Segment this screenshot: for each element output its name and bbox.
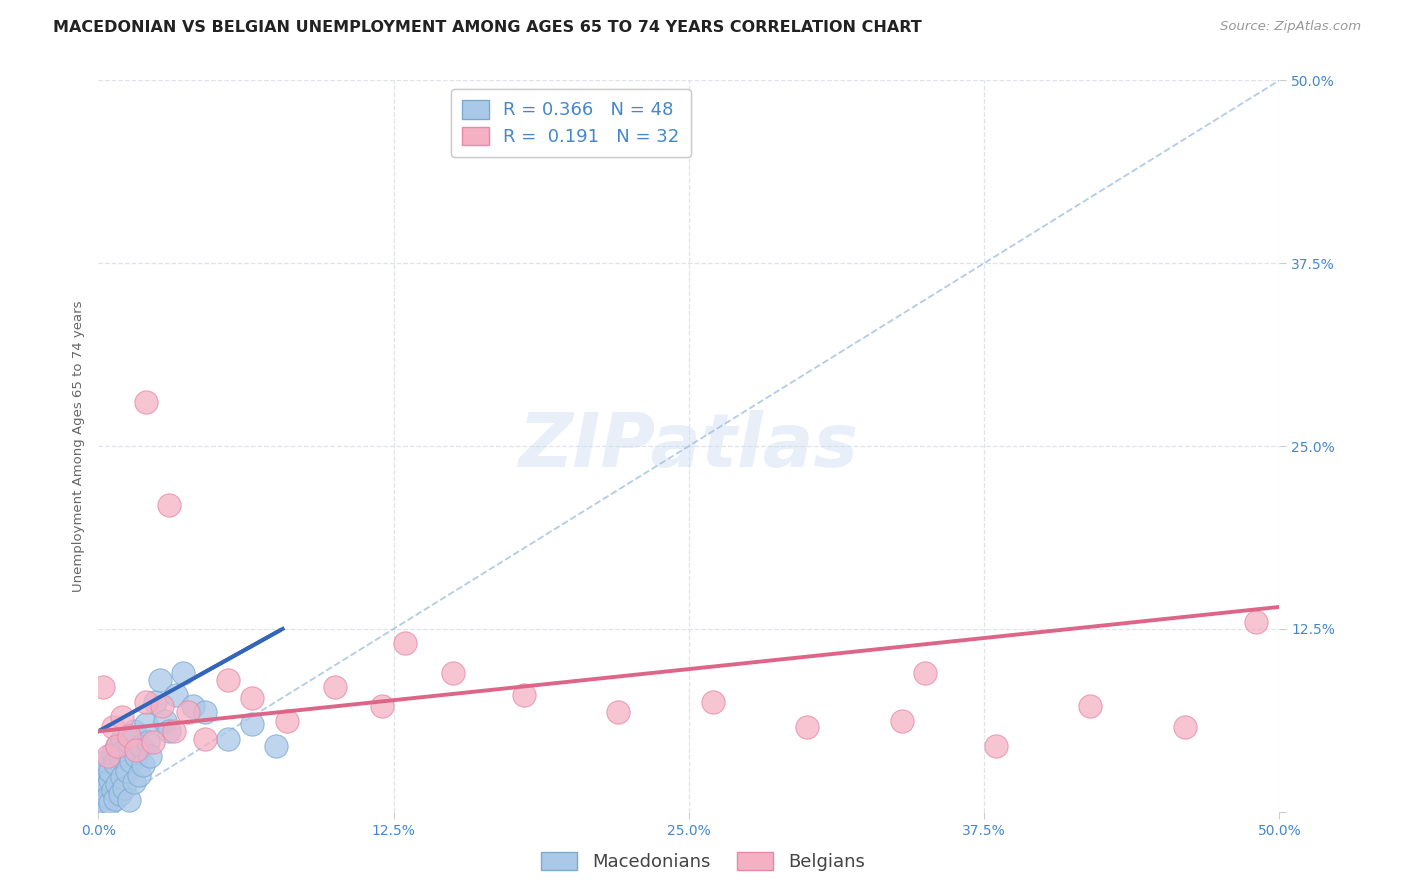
Point — [149, 673, 172, 687]
Point — [105, 739, 128, 753]
Point — [97, 749, 120, 764]
Point — [890, 714, 912, 728]
Point — [112, 743, 135, 757]
Point — [796, 720, 818, 734]
Point — [165, 688, 187, 702]
Point — [91, 681, 114, 695]
Point — [104, 791, 127, 805]
Point — [607, 705, 630, 719]
Point — [135, 395, 157, 409]
Legend: Macedonians, Belgians: Macedonians, Belgians — [534, 845, 872, 879]
Point — [105, 777, 128, 791]
Point — [125, 749, 148, 764]
Text: MACEDONIAN VS BELGIAN UNEMPLOYMENT AMONG AGES 65 TO 74 YEARS CORRELATION CHART: MACEDONIAN VS BELGIAN UNEMPLOYMENT AMONG… — [53, 20, 922, 35]
Point — [98, 764, 121, 778]
Point — [94, 754, 117, 768]
Point — [264, 739, 287, 753]
Point — [97, 778, 120, 792]
Point — [132, 758, 155, 772]
Point — [150, 699, 173, 714]
Point — [122, 775, 145, 789]
Point — [323, 681, 346, 695]
Point — [94, 797, 117, 812]
Point — [111, 709, 134, 723]
Point — [194, 731, 217, 746]
Point — [240, 690, 263, 705]
Point — [217, 673, 239, 687]
Point — [371, 699, 394, 714]
Legend: R = 0.366   N = 48, R =  0.191   N = 32: R = 0.366 N = 48, R = 0.191 N = 32 — [451, 89, 690, 157]
Point — [217, 731, 239, 746]
Point — [240, 717, 263, 731]
Point — [441, 665, 464, 680]
Point — [108, 787, 131, 801]
Text: ZIPatlas: ZIPatlas — [519, 409, 859, 483]
Point — [914, 665, 936, 680]
Point — [111, 770, 134, 784]
Point — [177, 705, 200, 719]
Point — [98, 796, 121, 810]
Point — [118, 793, 141, 807]
Point — [172, 665, 194, 680]
Point — [135, 695, 157, 709]
Point — [111, 731, 134, 746]
Point — [512, 688, 534, 702]
Point — [94, 775, 117, 789]
Point — [112, 781, 135, 796]
Point — [97, 790, 120, 805]
Point — [108, 749, 131, 764]
Point — [702, 695, 724, 709]
Point — [143, 695, 166, 709]
Point — [91, 787, 114, 801]
Point — [1080, 699, 1102, 714]
Point — [129, 739, 152, 753]
Point — [139, 749, 162, 764]
Point — [118, 734, 141, 748]
Point — [1244, 615, 1267, 629]
Point — [121, 754, 143, 768]
Text: Source: ZipAtlas.com: Source: ZipAtlas.com — [1220, 20, 1361, 33]
Point — [128, 768, 150, 782]
Point — [105, 739, 128, 753]
Point — [101, 746, 124, 760]
Point — [135, 717, 157, 731]
Point — [90, 793, 112, 807]
Point — [1174, 720, 1197, 734]
Y-axis label: Unemployment Among Ages 65 to 74 years: Unemployment Among Ages 65 to 74 years — [72, 301, 84, 591]
Point — [98, 772, 121, 787]
Point — [101, 720, 124, 734]
Point — [153, 714, 176, 728]
Point — [181, 699, 204, 714]
Point — [101, 782, 124, 797]
Point — [90, 761, 112, 775]
Point — [163, 724, 186, 739]
Point — [142, 734, 165, 748]
Point — [91, 768, 114, 782]
Point — [984, 739, 1007, 753]
Point — [115, 764, 138, 778]
Point — [125, 743, 148, 757]
Point — [157, 724, 180, 739]
Point — [394, 636, 416, 650]
Point — [276, 714, 298, 728]
Point — [122, 724, 145, 739]
Point — [136, 734, 159, 748]
Point — [104, 756, 127, 771]
Point — [194, 705, 217, 719]
Point — [157, 498, 180, 512]
Point — [118, 729, 141, 743]
